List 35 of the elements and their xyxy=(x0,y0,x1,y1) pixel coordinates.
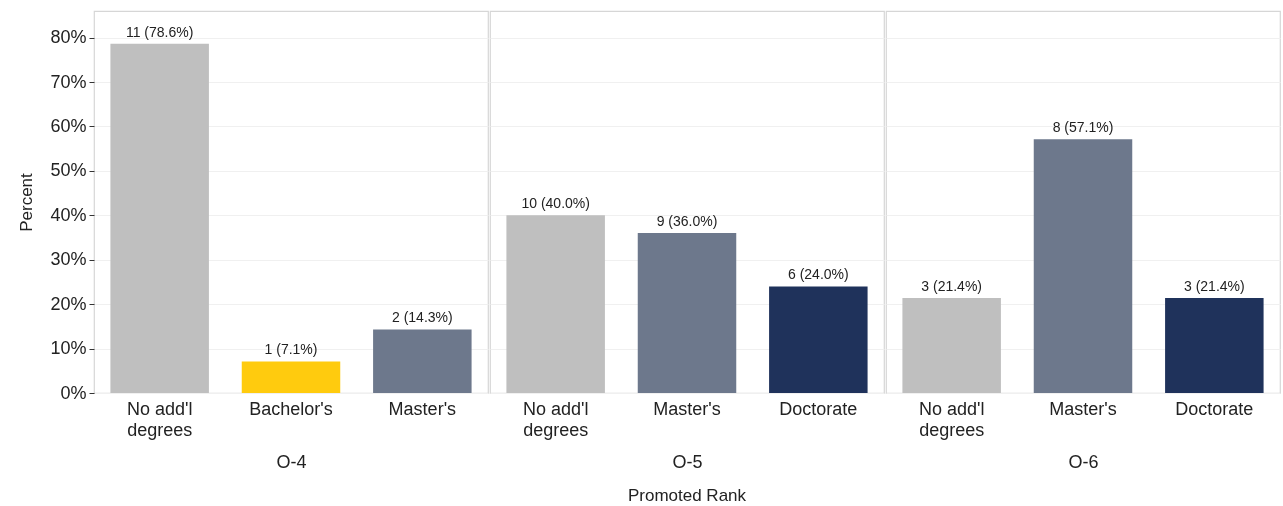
bar xyxy=(110,43,209,393)
y-tick-label: 10% xyxy=(50,338,87,359)
data-label: 3 (21.4%) xyxy=(921,277,983,294)
y-tick-label: 0% xyxy=(60,382,87,403)
x-axis-title: O-6 xyxy=(1068,451,1099,472)
x-tick-label: Doctorate xyxy=(1175,398,1254,419)
data-label: 10 (40.0%) xyxy=(521,195,590,212)
x-tick-label: Master's xyxy=(653,398,721,419)
y-tick-label: 30% xyxy=(50,249,87,270)
x-tick-label: Master's xyxy=(1049,398,1117,419)
x-axis-title: O-5 xyxy=(672,451,703,472)
x-tick-label: No add'l degrees xyxy=(126,398,193,440)
x-tick-label: No add'l degrees xyxy=(522,398,589,440)
y-tick-label: 80% xyxy=(50,27,87,48)
y-tick-label: 20% xyxy=(50,293,87,314)
bar xyxy=(373,329,472,393)
data-label: 6 (24.0%) xyxy=(787,266,849,283)
x-tick-label: Master's xyxy=(388,398,457,419)
data-label: 3 (21.4%) xyxy=(1183,277,1245,294)
y-tick-label: 40% xyxy=(50,204,87,225)
text: Promoted Rank xyxy=(627,486,747,505)
y-tick-label: 50% xyxy=(50,160,87,181)
data-label: 11 (78.6%) xyxy=(125,23,194,40)
data-label: 8 (57.1%) xyxy=(1052,119,1114,136)
y-tick-label: 60% xyxy=(50,115,87,136)
x-tick-label: No add'l degrees xyxy=(918,398,985,440)
data-label: 2 (14.3%) xyxy=(391,309,453,326)
y-tick-label: 70% xyxy=(50,71,87,92)
data-label: 9 (36.0%) xyxy=(656,213,718,230)
x-tick-label: Bachelor's xyxy=(249,398,333,419)
x-tick-label: Doctorate xyxy=(779,398,858,419)
data-label: 1 (7.1%) xyxy=(264,341,318,358)
x-axis-title: O-4 xyxy=(276,451,307,472)
bar xyxy=(241,361,341,393)
y-axis-title: Percent xyxy=(17,172,37,232)
